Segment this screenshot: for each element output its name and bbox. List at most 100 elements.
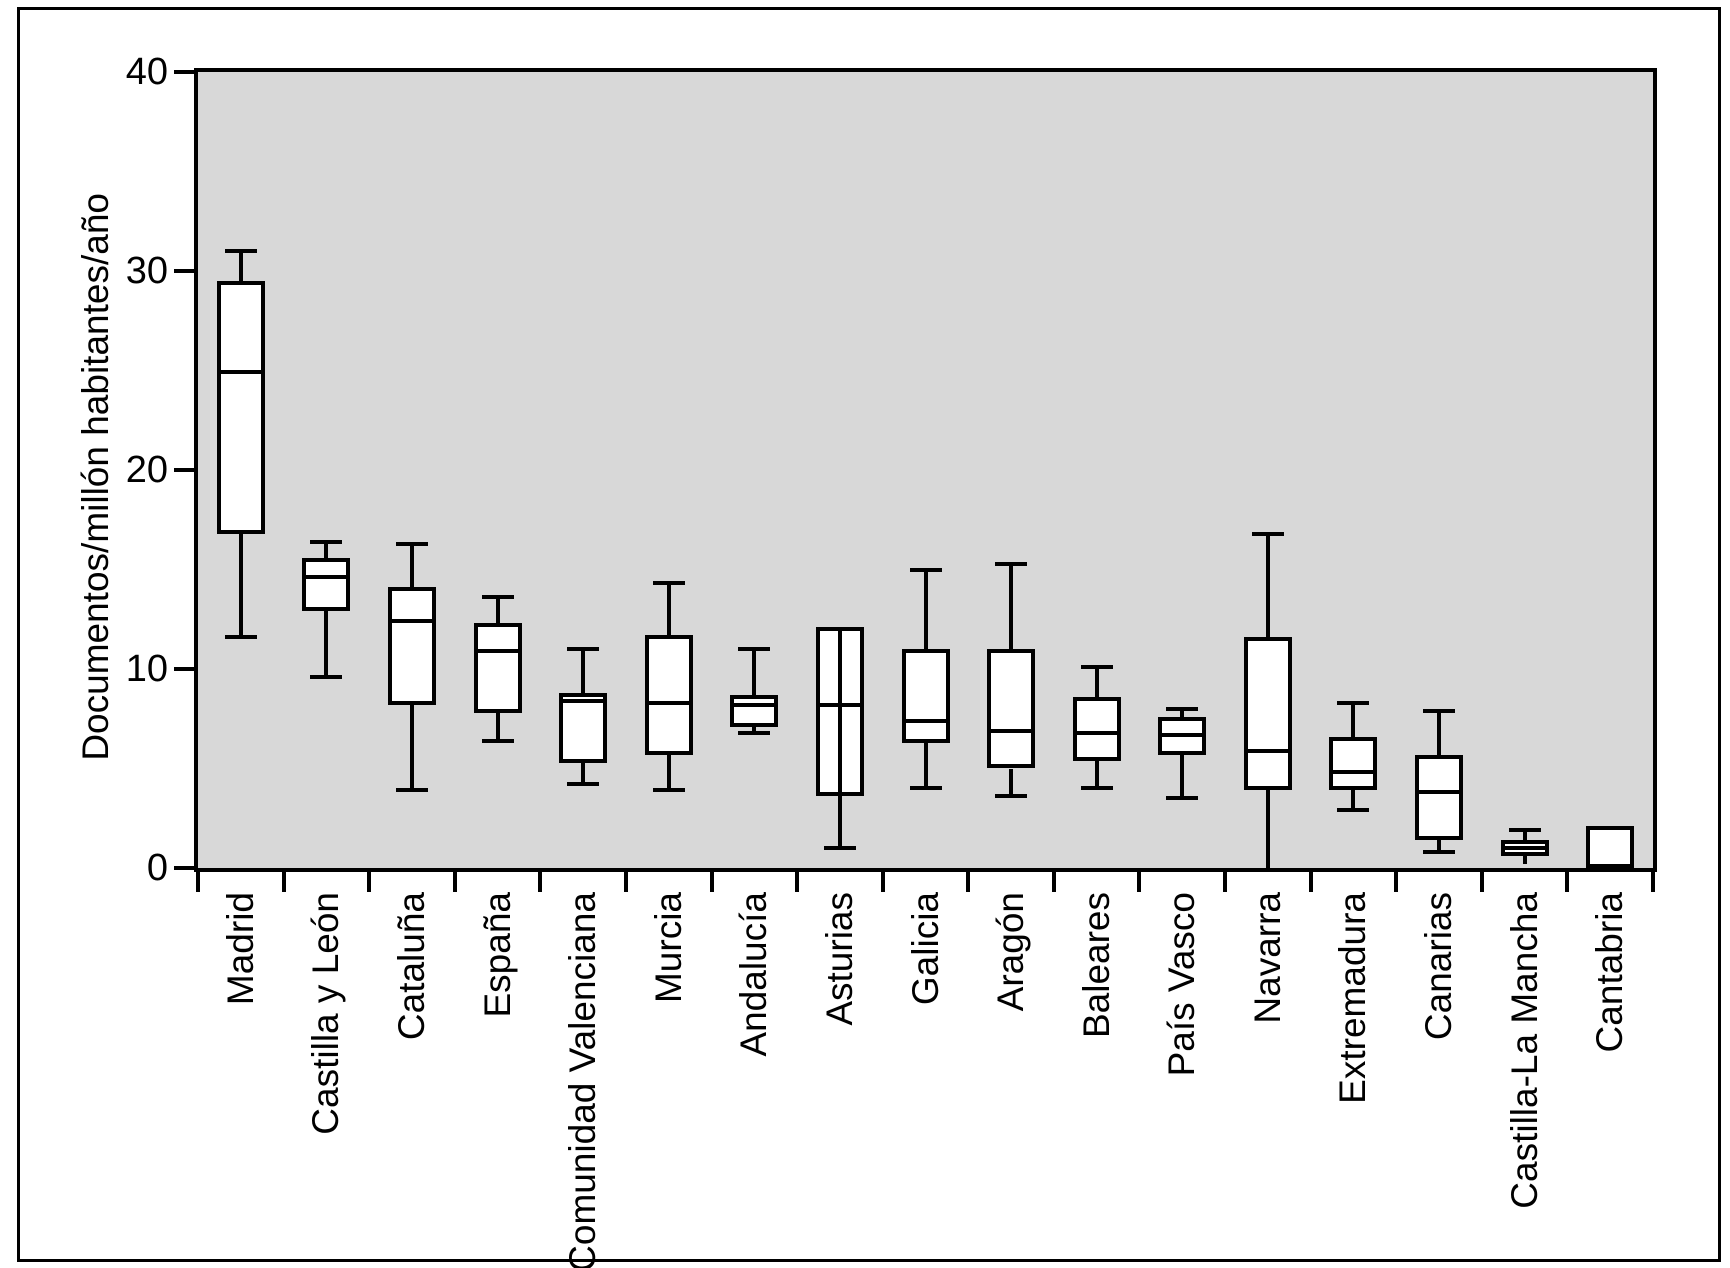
whisker-cap-low-canarias [1423, 850, 1456, 855]
whisker-cap-low-asturias [823, 846, 856, 851]
whisker-cap-high-canarias [1423, 708, 1456, 713]
whisker-low-aragon [1009, 768, 1014, 797]
x-label-castilla-la-mancha: Castilla-La Mancha [1503, 892, 1545, 1209]
whisker-cap-low-castilla-y-leon [310, 674, 343, 679]
whisker-high-navarra [1265, 533, 1270, 638]
x-label-andalucia: Andalucía [733, 892, 775, 1057]
whisker-cap-low-murcia [652, 788, 685, 793]
whisker-low-andalucia [752, 726, 757, 733]
x-label-cataluna: Cataluña [390, 892, 432, 1041]
box-galicia [901, 649, 950, 743]
whisker-low-canarias [1437, 840, 1442, 853]
whisker-high-castilla-la-mancha [1522, 830, 1527, 841]
x-tick-3 [452, 868, 457, 892]
box-murcia [644, 635, 693, 755]
whisker-cap-high-espana [481, 595, 514, 600]
whisker-high-aragon [1009, 563, 1014, 650]
whisker-cap-high-cataluna [395, 541, 428, 546]
x-tick-1 [281, 868, 286, 892]
x-label-baleares: Baleares [1075, 892, 1117, 1039]
box-baleares [1072, 696, 1121, 761]
median-castilla-la-mancha [1500, 846, 1549, 851]
x-tick-17 [1651, 868, 1655, 892]
whisker-high-murcia [666, 583, 671, 636]
x-tick-10 [1051, 868, 1056, 892]
y-tick-label-10: 10 [125, 648, 168, 690]
whisker-low-espana [495, 712, 500, 741]
x-label-galicia: Galicia [904, 892, 946, 1006]
whisker-high-comunidad-valenciana [581, 649, 586, 693]
x-tick-11 [1137, 868, 1142, 892]
whisker-cap-low-espana [481, 738, 514, 743]
y-tick-label-40: 40 [125, 51, 168, 93]
whisker-cap-high-andalucia [738, 647, 771, 652]
whisker-high-andalucia [752, 649, 757, 695]
box-madrid [216, 280, 265, 534]
whisker-high-espana [495, 597, 500, 624]
whisker-low-cataluna [409, 704, 414, 791]
y-tick-20 [174, 468, 198, 472]
x-tick-13 [1308, 868, 1313, 892]
whisker-cap-high-aragon [995, 561, 1028, 566]
whisker-high-castilla-y-leon [324, 541, 329, 558]
median-murcia [644, 700, 693, 705]
whisker-low-extremadura [1351, 790, 1356, 811]
whisker-cap-low-galicia [909, 786, 942, 791]
x-label-navarra: Navarra [1246, 892, 1288, 1024]
box-extremadura [1329, 736, 1378, 791]
x-label-extremadura: Extremadura [1332, 892, 1374, 1104]
box-aragon [987, 649, 1036, 769]
whisker-cap-high-pais-vasco [1166, 706, 1199, 711]
whisker-cap-low-comunidad-valenciana [567, 782, 600, 787]
whisker-low-pais-vasco [1180, 754, 1185, 799]
box-andalucia [730, 694, 779, 727]
whisker-cap-low-madrid [224, 635, 257, 640]
whisker-cap-high-extremadura [1337, 700, 1370, 705]
whisker-cap-high-baleares [1080, 665, 1113, 669]
whisker-cap-high-comunidad-valenciana [567, 647, 600, 652]
whisker-low-comunidad-valenciana [581, 762, 586, 785]
whisker-cap-low-andalucia [738, 730, 771, 735]
x-label-comunidad-valenciana: Comunidad Valenciana [562, 892, 604, 1268]
whisker-cap-high-castilla-la-mancha [1508, 828, 1541, 833]
whisker-low-murcia [666, 754, 671, 791]
whisker-high-extremadura [1351, 702, 1356, 737]
x-tick-6 [709, 868, 714, 892]
whisker-cap-high-madrid [224, 249, 257, 254]
box-canarias [1415, 754, 1464, 841]
box-navarra [1243, 637, 1292, 791]
x-tick-12 [1223, 868, 1228, 892]
median-espana [473, 649, 522, 654]
whisker-low-asturias [837, 796, 842, 849]
whisker-high-madrid [238, 251, 243, 281]
x-tick-0 [196, 868, 200, 892]
y-tick-0 [174, 866, 198, 870]
whisker-cap-high-navarra [1251, 531, 1284, 536]
x-label-cantabria: Cantabria [1589, 892, 1631, 1053]
x-tick-4 [538, 868, 543, 892]
x-label-pais-vasco: País Vasco [1161, 892, 1203, 1077]
whisker-cap-high-murcia [652, 581, 685, 586]
median-pais-vasco [1158, 732, 1207, 737]
median-andalucia [730, 702, 779, 707]
box-castilla-y-leon [302, 557, 351, 612]
inner-line-asturias [837, 627, 842, 797]
x-tick-8 [880, 868, 885, 892]
x-label-canarias: Canarias [1418, 892, 1460, 1041]
whisker-low-galicia [923, 742, 928, 789]
y-tick-40 [174, 70, 198, 74]
whisker-low-baleares [1094, 760, 1099, 789]
median-aragon [987, 728, 1036, 733]
median-galicia [901, 718, 950, 723]
x-tick-16 [1565, 868, 1570, 892]
box-comunidad-valenciana [559, 692, 608, 763]
whisker-high-cataluna [409, 543, 414, 588]
median-comunidad-valenciana [559, 698, 608, 703]
x-tick-7 [795, 868, 800, 892]
whisker-cap-low-cataluna [395, 788, 428, 793]
median-navarra [1243, 748, 1292, 753]
y-tick-30 [174, 269, 198, 273]
x-tick-5 [623, 868, 628, 892]
whisker-low-navarra [1265, 790, 1270, 868]
